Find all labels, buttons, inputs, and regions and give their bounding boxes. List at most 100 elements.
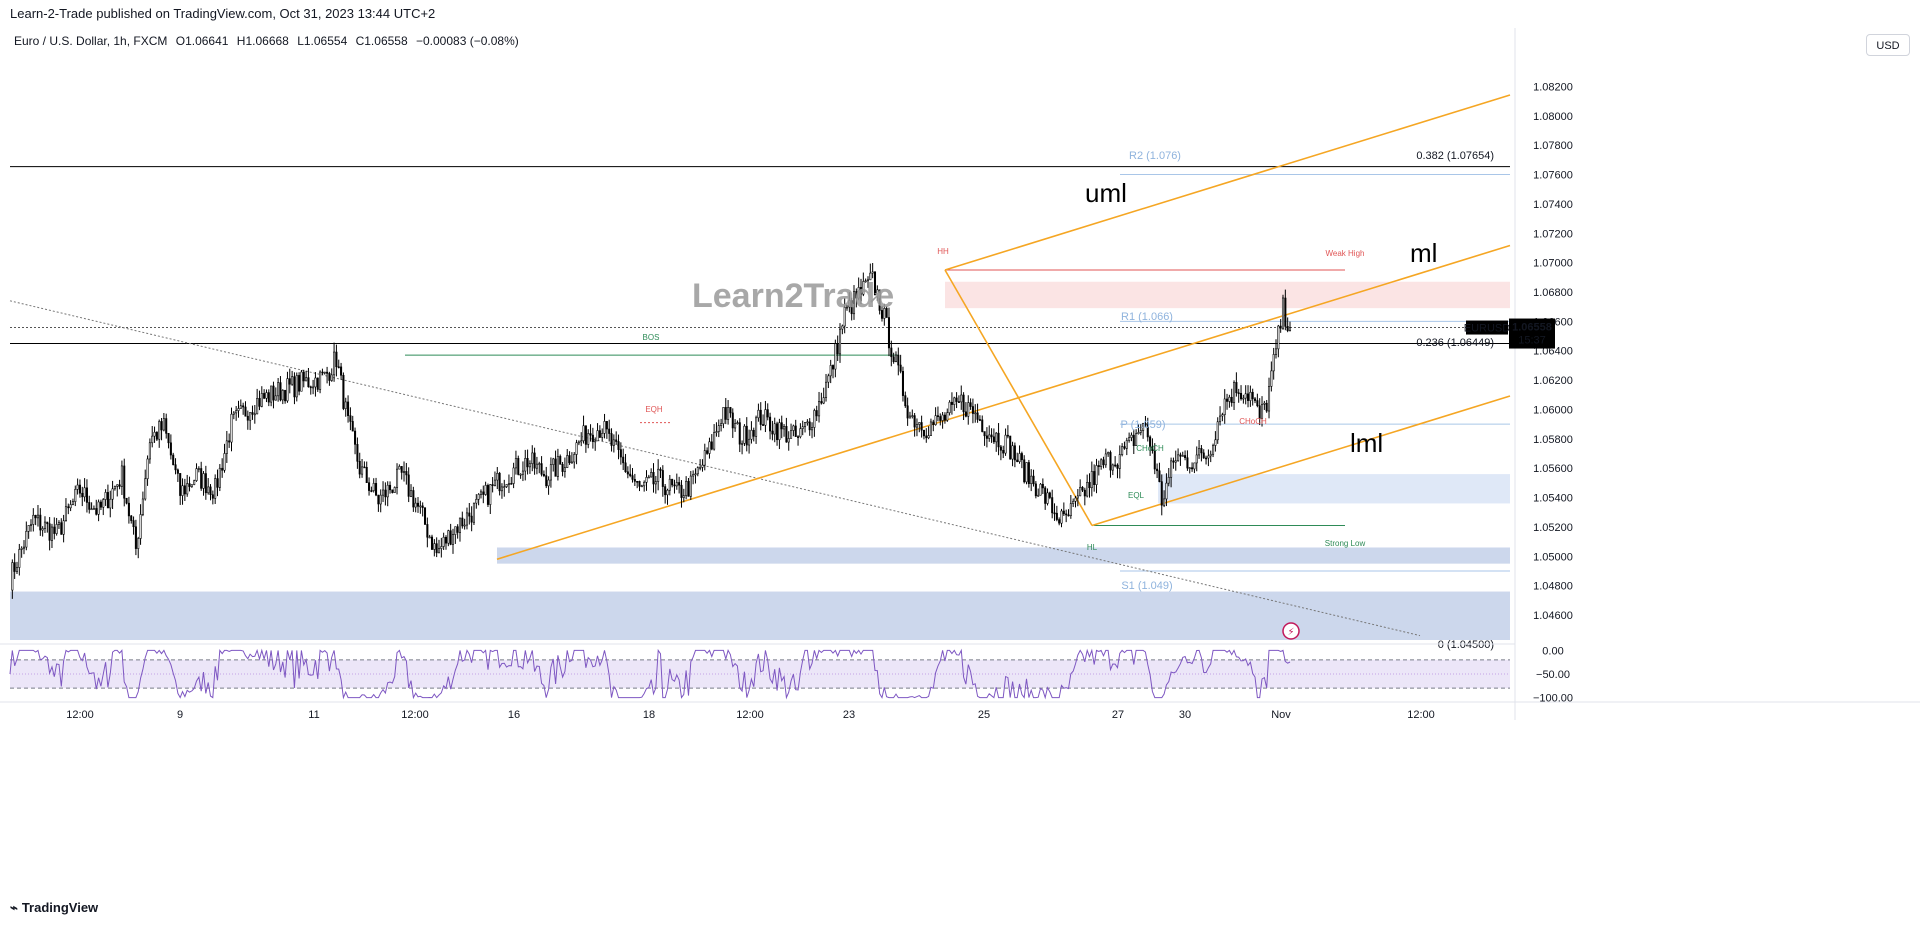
candle: [825, 373, 828, 402]
candle: [1100, 458, 1103, 470]
candle-body: [920, 422, 923, 431]
candle-body: [1263, 402, 1266, 405]
publisher-header: Learn-2-Trade published on TradingView.c…: [10, 6, 436, 21]
candle-body: [1254, 398, 1257, 401]
candle: [130, 515, 133, 524]
candle: [591, 427, 594, 449]
candle: [967, 395, 970, 425]
candle-body: [1060, 510, 1063, 524]
candle-body: [771, 430, 774, 435]
candle: [1254, 397, 1257, 404]
candle: [97, 499, 100, 522]
candle-body: [755, 417, 758, 437]
candle-body: [1037, 494, 1040, 497]
candle-body: [316, 377, 319, 390]
candle: [109, 490, 112, 518]
currency-button[interactable]: USD: [1866, 34, 1910, 56]
candle-body: [204, 473, 207, 494]
tradingview-footer[interactable]: ⌁ TradingView: [10, 900, 98, 916]
candle-body: [1023, 459, 1026, 483]
candle: [20, 546, 23, 558]
candle-body: [631, 475, 634, 480]
candle-body: [36, 514, 40, 519]
candle-body: [484, 485, 487, 495]
candle-body: [230, 413, 233, 443]
candle: [370, 486, 373, 493]
candle: [461, 511, 464, 529]
candle: [845, 304, 849, 311]
candle-body: [477, 494, 480, 500]
candle: [943, 412, 946, 424]
candle-body: [1281, 297, 1285, 329]
candle: [493, 471, 496, 487]
candle: [113, 485, 116, 491]
candle-body: [738, 422, 741, 445]
candle-body: [657, 468, 660, 482]
candle-body: [405, 471, 408, 476]
candle-body: [1095, 465, 1098, 485]
candle: [971, 398, 974, 424]
close-value: C1.06558: [355, 34, 408, 48]
candle: [806, 419, 809, 426]
candle: [547, 476, 550, 495]
candle: [11, 559, 14, 599]
candle-body: [1212, 445, 1215, 455]
fib-236-label: 0.236 (1.06449): [1416, 337, 1494, 349]
candle: [1167, 467, 1170, 487]
hh-label: HH: [937, 247, 949, 256]
candle-body: [596, 430, 599, 442]
candle: [1037, 488, 1040, 497]
candle-body: [852, 291, 856, 315]
candle: [929, 418, 932, 436]
candle-body: [608, 428, 611, 434]
candle: [1260, 396, 1264, 427]
candle-body: [603, 421, 606, 434]
candle: [997, 423, 1000, 456]
candle-body: [1016, 459, 1019, 462]
candle-body: [18, 549, 21, 568]
candle-body: [1093, 471, 1096, 485]
candle: [1186, 450, 1189, 471]
candle-body: [612, 439, 615, 446]
candle: [437, 539, 441, 554]
candle-body: [549, 464, 552, 481]
candle: [1230, 388, 1233, 407]
candle: [442, 532, 445, 551]
candle: [260, 386, 263, 408]
candle-body: [887, 317, 891, 349]
symbol-name[interactable]: Euro / U.S. Dollar, 1h, FXCM: [14, 34, 168, 48]
candles-layer: [11, 262, 1292, 599]
candle-body: [978, 419, 981, 421]
candle-body: [55, 524, 58, 534]
candle: [570, 452, 573, 464]
candle: [239, 399, 242, 409]
candle: [1104, 448, 1107, 468]
candle: [176, 468, 179, 482]
candle-body: [1130, 434, 1133, 438]
candle-body: [382, 489, 385, 496]
candle: [1048, 491, 1051, 500]
candle: [50, 523, 53, 549]
candle: [328, 371, 331, 386]
candle-body: [242, 405, 245, 408]
candle-body: [801, 426, 804, 429]
candle: [540, 456, 543, 477]
candle-body: [363, 466, 366, 469]
candle: [668, 474, 671, 496]
candle-body: [792, 425, 795, 431]
candle-body: [540, 463, 543, 475]
candle: [1072, 498, 1075, 507]
candle-body: [841, 325, 844, 330]
candle: [1244, 385, 1247, 405]
candle: [218, 464, 221, 492]
candle-body: [456, 526, 459, 533]
candle: [783, 424, 786, 437]
candle: [344, 397, 347, 417]
candle-body: [834, 343, 837, 370]
candle-body: [496, 472, 499, 481]
candle-body: [652, 472, 655, 485]
candle: [762, 414, 765, 426]
candle-body: [696, 467, 699, 475]
candle: [1114, 456, 1117, 468]
